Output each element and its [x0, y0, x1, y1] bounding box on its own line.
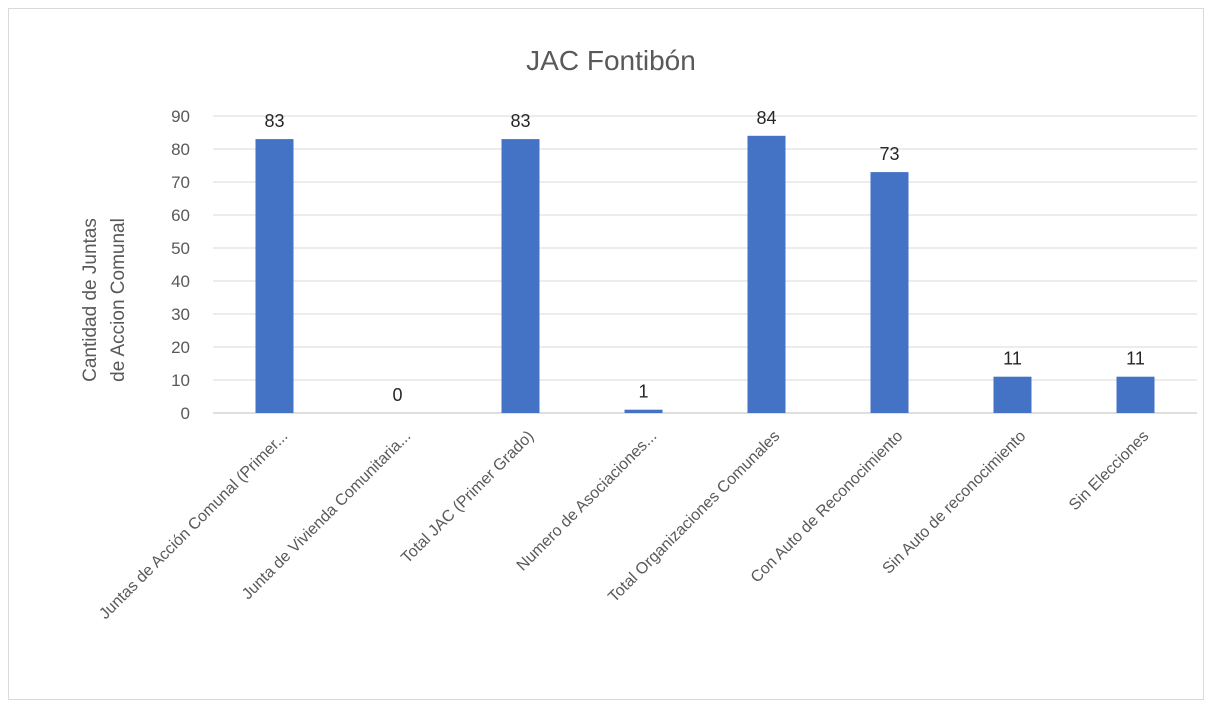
y-tick-label: 70: [171, 173, 190, 192]
y-tick-label: 60: [171, 206, 190, 225]
data-labels: 83 0 83 1 84 73 11 11: [264, 108, 1144, 405]
data-label: 84: [756, 108, 776, 128]
gridlines: [213, 115, 1197, 414]
x-tick-label: Numero de Asociaciones...: [514, 428, 661, 575]
bar: [501, 139, 540, 413]
bar: [255, 139, 294, 413]
bar: [870, 172, 909, 413]
y-tick-label: 80: [171, 140, 190, 159]
data-label: 73: [879, 144, 899, 164]
y-tick-label: 0: [181, 404, 190, 423]
bar: [1116, 376, 1155, 413]
data-label: 1: [638, 382, 648, 402]
y-tick-label: 40: [171, 272, 190, 291]
bar: [624, 409, 663, 413]
x-tick-label: Sin Auto de reconocimiento: [880, 428, 1030, 578]
x-tick-label: Total JAC (Primer Grado): [398, 428, 537, 567]
y-axis-title: Cantidad de Juntas de Accion Comunal: [80, 218, 129, 382]
y-tick-label: 30: [171, 305, 190, 324]
x-tick-label: Juntas de Acción Comunal (Primer...: [96, 428, 291, 623]
x-tick-label: Sin Elecciones: [1066, 428, 1152, 514]
bar: [747, 135, 786, 414]
data-label: 83: [510, 111, 530, 131]
chart-title: JAC Fontibón: [526, 45, 696, 76]
data-label: 0: [392, 385, 402, 405]
bars: [255, 135, 1155, 414]
y-axis-title-line-2: de Accion Comunal: [108, 218, 129, 382]
y-tick-label: 50: [171, 239, 190, 258]
bar: [993, 376, 1032, 413]
y-tick-label: 20: [171, 338, 190, 357]
data-label: 83: [264, 111, 284, 131]
y-tick-label: 10: [171, 371, 190, 390]
y-axis-title-line-1: Cantidad de Juntas: [80, 218, 101, 382]
y-tick-label: 90: [171, 107, 190, 126]
chart-frame: [8, 8, 1204, 700]
y-axis-ticks: 0 10 20 30 40 50 60 70 80 90: [171, 107, 190, 423]
x-axis-labels: Juntas de Acción Comunal (Primer...Junta…: [96, 428, 1152, 623]
data-label: 11: [1126, 349, 1145, 369]
data-label: 11: [1003, 349, 1022, 369]
